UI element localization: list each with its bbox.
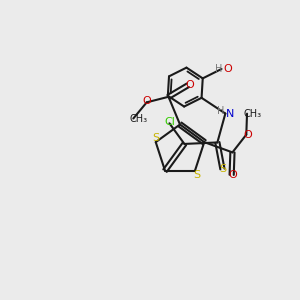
Text: Cl: Cl <box>164 117 175 127</box>
Text: S: S <box>152 133 159 142</box>
Text: O: O <box>229 170 238 180</box>
Text: N: N <box>226 109 234 118</box>
Text: O: O <box>185 80 194 90</box>
Text: H: H <box>215 64 223 74</box>
Text: O: O <box>224 64 233 74</box>
Text: H: H <box>217 106 224 116</box>
Text: CH₃: CH₃ <box>243 109 262 119</box>
Text: O: O <box>243 130 252 140</box>
Text: CH₃: CH₃ <box>130 113 148 124</box>
Text: O: O <box>142 96 151 106</box>
Text: S: S <box>193 170 200 180</box>
Text: S: S <box>219 164 226 174</box>
